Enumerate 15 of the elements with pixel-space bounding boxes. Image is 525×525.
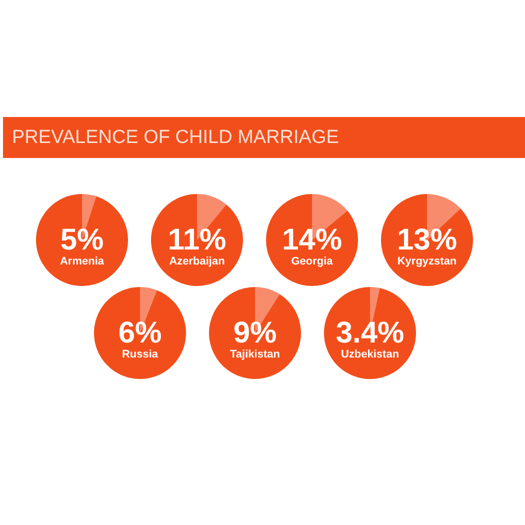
data-label: 9% [233,316,277,350]
data-label: 11% [168,224,226,256]
text: Georgia [291,256,334,268]
data-label: 13% [396,224,458,256]
text: Uzbekistan [340,348,400,360]
data-label: 5% [60,224,104,256]
text: Kyrgyzstan [397,256,457,268]
text: Armenia [60,256,105,268]
data-label: 6% [118,316,162,350]
text: Azerbaijan [169,256,226,268]
text: PREVALENCE OF CHILD MARRIAGE [12,127,339,148]
data-label: 14% [282,224,342,256]
text: Tajikistan [230,348,280,360]
data-label: 3.4% [336,316,404,350]
text: Russia [122,348,159,360]
